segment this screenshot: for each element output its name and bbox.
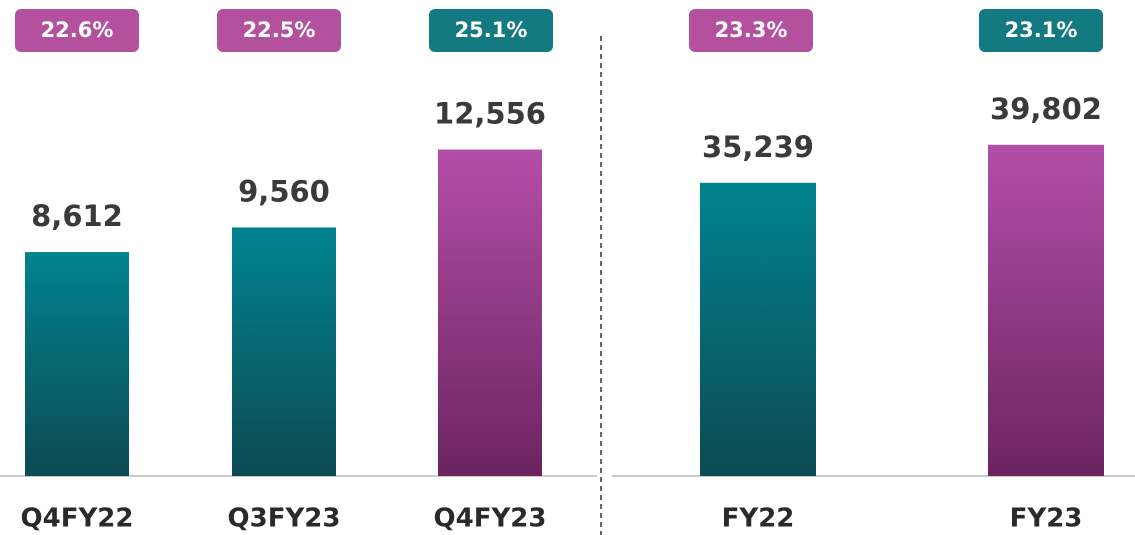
bar bbox=[988, 144, 1104, 477]
bar bbox=[25, 252, 129, 476]
category-label: Q4FY22 bbox=[21, 504, 134, 534]
margin-badge bbox=[429, 9, 553, 52]
margin-label: 23.3% bbox=[715, 18, 788, 42]
margin-badge bbox=[689, 9, 813, 52]
margin-badge bbox=[217, 9, 341, 52]
value-label: 12,556 bbox=[434, 97, 546, 131]
bar bbox=[700, 182, 816, 476]
value-label: 9,560 bbox=[238, 174, 330, 208]
category-label: FY23 bbox=[1010, 504, 1083, 534]
category-label: FY22 bbox=[722, 504, 795, 534]
category-label: Q4FY23 bbox=[434, 504, 547, 534]
margin-label: 25.1% bbox=[455, 18, 528, 42]
bar bbox=[232, 227, 336, 476]
margin-badge bbox=[15, 9, 139, 52]
margin-label: 23.1% bbox=[1005, 18, 1078, 42]
category-label: Q3FY23 bbox=[228, 504, 341, 534]
bar bbox=[438, 149, 542, 476]
margin-badge bbox=[979, 9, 1103, 52]
margin-label: 22.6% bbox=[41, 18, 114, 42]
value-label: 8,612 bbox=[31, 199, 123, 233]
value-label: 35,239 bbox=[702, 130, 814, 164]
value-label: 39,802 bbox=[990, 92, 1102, 126]
margin-label: 22.5% bbox=[243, 18, 316, 42]
